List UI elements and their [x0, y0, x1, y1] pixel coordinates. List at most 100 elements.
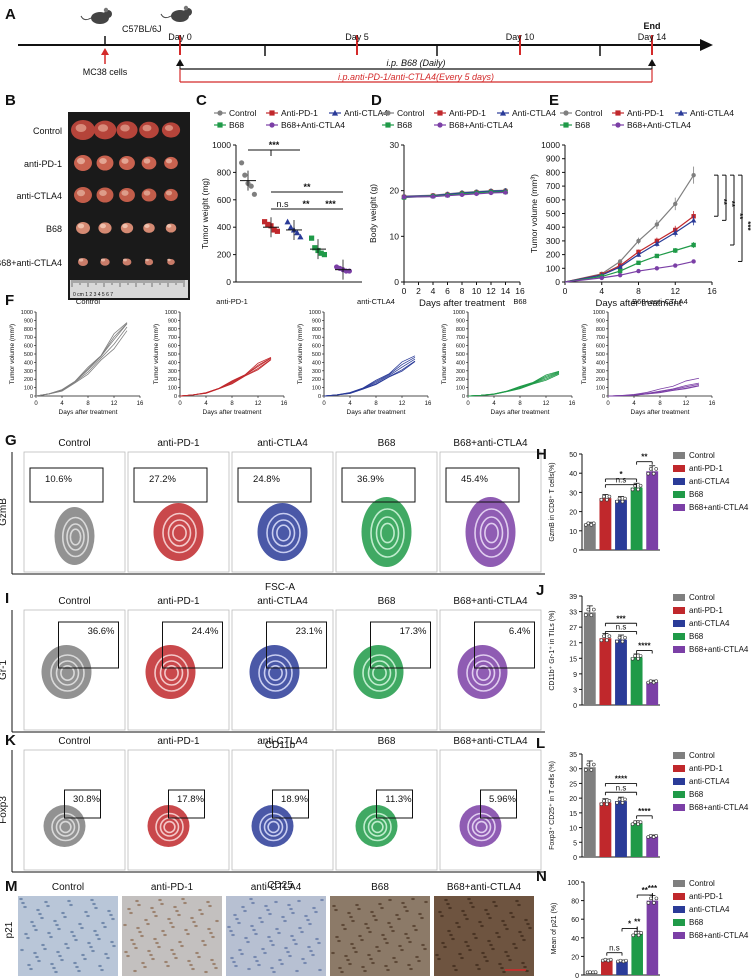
f1-ytick-label-4: 400	[168, 360, 177, 366]
l-ytick-label-1: 5	[573, 840, 577, 847]
m-cell-0-12	[87, 941, 91, 945]
mouse-tail-0	[80, 15, 92, 21]
m-cell-0-56	[23, 905, 27, 909]
c-ytick-label-4: 800	[217, 167, 231, 177]
m-cell-0-39	[52, 966, 56, 970]
m-cell-3-55	[337, 939, 341, 943]
m-cell-3-47	[417, 959, 421, 963]
f4-xtick-label-3: 12	[683, 401, 690, 407]
panel-label-f: F	[5, 292, 15, 309]
g-plot-2-title: anti-CTLA4	[257, 438, 308, 449]
m-cell-4-30	[469, 901, 473, 905]
l-dot-0-0	[583, 768, 588, 772]
f0-ytick-label-1: 100	[24, 386, 33, 392]
j-legend-swatch-1	[673, 607, 685, 614]
m-cell-0-50	[83, 957, 87, 961]
f2-curve-3	[323, 360, 416, 397]
k-plot-0-contour-2	[59, 820, 72, 834]
j-dot-2-3	[623, 635, 627, 640]
d-legend-marker-2	[499, 109, 507, 116]
g-plot-3-contour-2	[380, 522, 395, 544]
label-day-2: Day 10	[506, 32, 535, 42]
m-cell-1-24	[178, 940, 182, 944]
m-cell-2-33	[252, 928, 256, 932]
c-point-1-4	[274, 228, 280, 234]
m-cell-1-60	[194, 924, 198, 928]
panel-k-foxp3-flow-plots: Foxp3 CD25 Control 30.8% anti-PD-1 17.8% anti-…	[0, 736, 545, 891]
m-cell-3-29	[409, 967, 413, 971]
m-cell-3-9	[421, 943, 425, 947]
k-plot-0-title: Control	[58, 736, 90, 747]
i-plot-3-contour-0	[362, 654, 397, 692]
m-cell-0-60	[77, 969, 81, 973]
tumor-r1-c4	[164, 156, 178, 170]
j-bar-2	[615, 639, 627, 705]
panel-label-n: N	[536, 868, 547, 885]
c-point-0-1	[242, 172, 248, 178]
f4-ytick-label-0: 0	[602, 394, 605, 400]
m-cell-0-17	[84, 910, 88, 914]
m-cell-3-3	[387, 921, 391, 925]
l-dot-3-3	[638, 820, 643, 824]
m-cell-3-8	[384, 964, 388, 968]
m-cell-0-22	[81, 953, 85, 957]
e-point-0-4	[673, 201, 678, 207]
m-cell-4-15	[478, 920, 482, 924]
j-legend-label-2: anti-CTLA4	[689, 619, 730, 628]
m-cell-1-57	[177, 913, 181, 917]
i-plot-2-gate	[266, 621, 327, 669]
f1-ylabel: Tumor volume (mm³)	[153, 324, 160, 384]
m-cell-2-56	[257, 963, 261, 967]
n-sig-1-label: *	[628, 920, 632, 929]
e-ytick-label-6: 600	[546, 195, 560, 205]
j-sig-0-label: n.s	[616, 622, 627, 631]
j-legend-swatch-3	[673, 633, 685, 640]
m-cell-0-27	[78, 922, 82, 926]
e-point-4-0	[599, 275, 604, 281]
i-plot-1-gate	[162, 621, 223, 669]
j-ytick-label-6: 33	[569, 610, 577, 617]
m-cell-3-27	[335, 935, 339, 939]
k-plot-2-percent: 18.9%	[281, 794, 308, 805]
f3-ytick-label-3: 300	[456, 369, 465, 375]
d-legend-marker-3	[385, 122, 391, 128]
m-cell-1-27	[195, 951, 199, 955]
m-cell-0-34	[55, 923, 59, 927]
h-ytick-label-3: 30	[569, 490, 577, 497]
m-cell-4-58	[471, 905, 475, 909]
i-plot-2-contour-0	[258, 654, 293, 692]
m-cell-4-55	[454, 968, 458, 972]
j-legend-swatch-0	[673, 594, 685, 601]
m-cell-1-59	[157, 945, 161, 949]
f4-ytick-label-8: 800	[596, 327, 605, 333]
f2-curve-4	[323, 361, 416, 397]
i-plot-3-percent: 17.3%	[400, 626, 427, 637]
m-cell-0-13	[30, 920, 34, 924]
m-cell-2-64	[271, 943, 275, 947]
m-cell-4-19	[438, 910, 442, 914]
ruler-label: 0 cm 1 2 3 4 5 6 7	[73, 292, 113, 298]
tumor-hl-r3-c0	[77, 223, 85, 229]
m-cell-1-41	[149, 953, 153, 957]
m-cell-1-55	[197, 955, 201, 959]
n-legend-label-3: B68	[689, 918, 704, 927]
m-cell-0-53	[100, 968, 104, 972]
i-xlabel: CD11b	[265, 740, 296, 751]
m-cell-1-46	[146, 922, 150, 926]
n-ytick-label-3: 60	[571, 917, 579, 924]
h-dot-1-0	[599, 497, 604, 502]
m-cell-4-26	[509, 911, 513, 915]
f4-ytick-label-3: 300	[596, 369, 605, 375]
f3-xtick-label-3: 12	[543, 401, 550, 407]
g-plot-0-contour-1	[66, 523, 85, 551]
c-point-0-3	[248, 183, 254, 189]
n-sig-0-label: n.s	[609, 944, 620, 953]
m-cell-2-11	[284, 946, 288, 950]
photo-row-label-3: B68	[46, 224, 62, 234]
m-cell-3-41	[383, 937, 387, 941]
f4-curve-4	[607, 385, 700, 397]
l-dot-4-1	[648, 833, 653, 838]
m-cell-2-60	[311, 953, 315, 957]
c-point-2-4	[297, 233, 304, 240]
m-cell-1-63	[211, 935, 215, 939]
